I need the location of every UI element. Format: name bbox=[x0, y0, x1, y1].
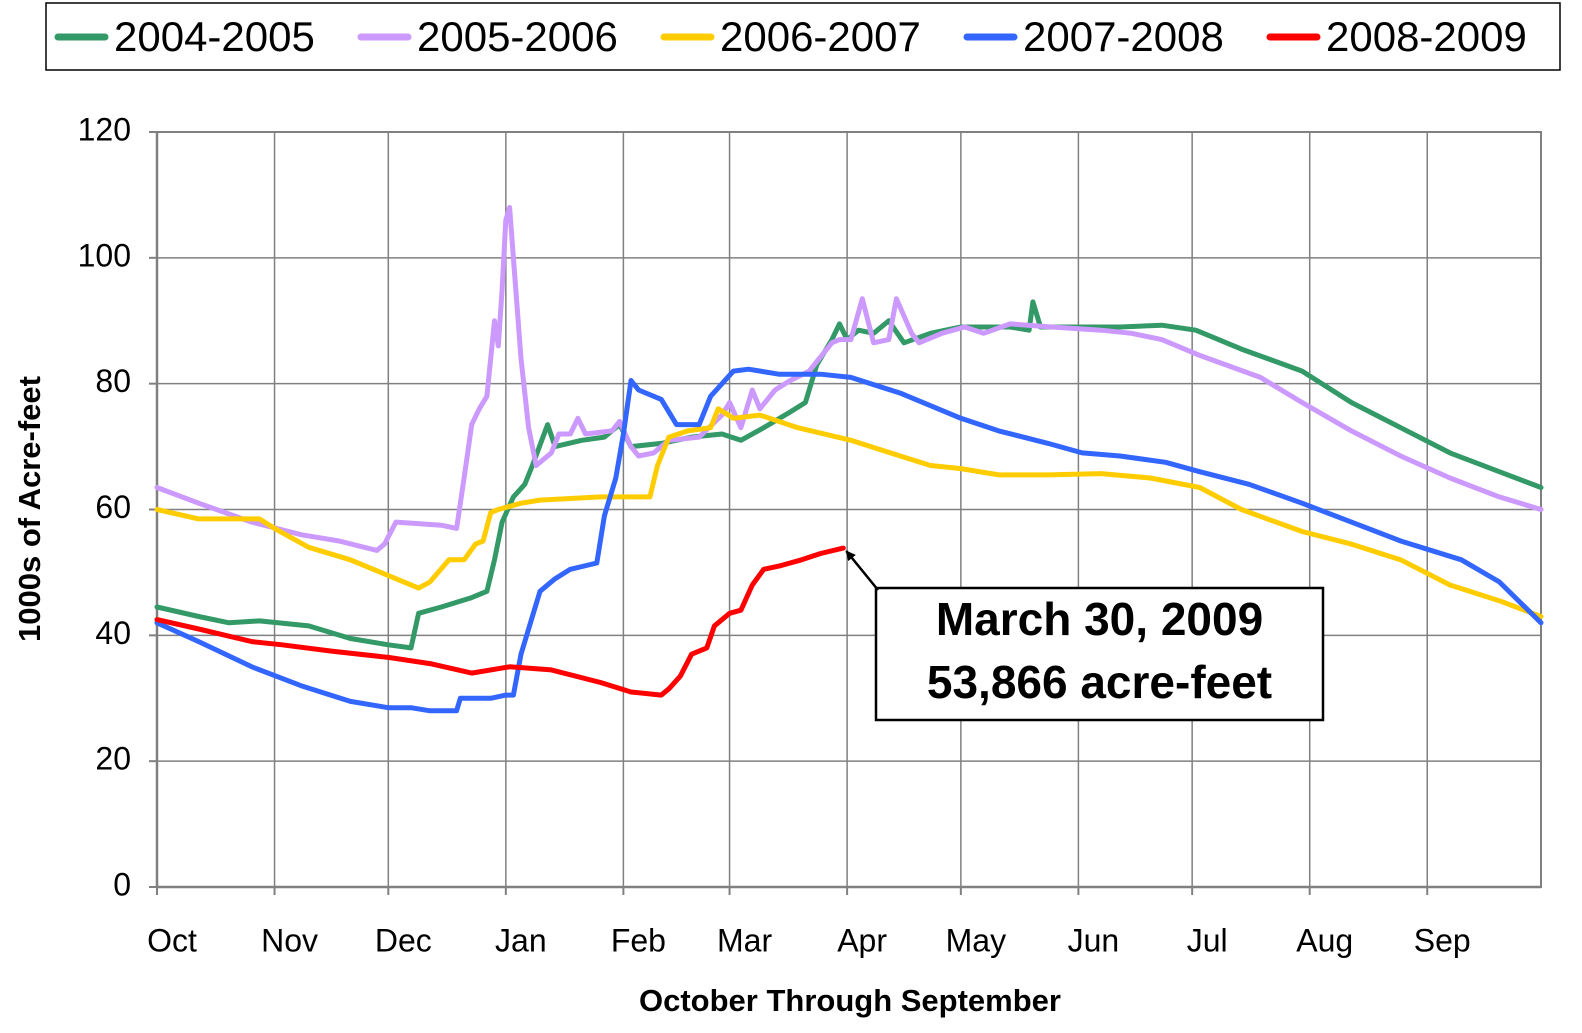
x-tick-label: Feb bbox=[611, 922, 666, 958]
series-line bbox=[154, 545, 846, 698]
x-tick-label: Jul bbox=[1187, 922, 1228, 958]
legend-label: 2008-2009 bbox=[1326, 13, 1527, 60]
legend-label: 2007-2008 bbox=[1023, 13, 1224, 60]
legend-label: 2004-2005 bbox=[114, 13, 315, 60]
y-tick-label: 80 bbox=[95, 363, 131, 399]
x-tick-label: May bbox=[946, 922, 1006, 958]
x-axis-title: October Through September bbox=[639, 983, 1061, 1018]
y-tick-label: 40 bbox=[95, 615, 131, 651]
x-tick-label: Oct bbox=[147, 922, 197, 958]
series-line bbox=[154, 299, 1544, 651]
series-line bbox=[154, 205, 1544, 553]
y-tick-label: 100 bbox=[78, 237, 131, 273]
legend-label: 2006-2007 bbox=[720, 13, 921, 60]
annotation-text: 53,866 acre-feet bbox=[927, 656, 1272, 708]
series-line bbox=[154, 406, 1544, 619]
annotation-arrow bbox=[845, 550, 879, 591]
legend-label: 2005-2006 bbox=[417, 13, 618, 60]
y-tick-label: 120 bbox=[78, 111, 131, 147]
x-tick-label: Dec bbox=[375, 922, 432, 958]
x-tick-label: Jan bbox=[495, 922, 547, 958]
y-tick-label: 20 bbox=[95, 741, 131, 777]
annotation-text: March 30, 2009 bbox=[936, 593, 1263, 645]
series-line bbox=[154, 366, 1544, 714]
x-tick-label: Apr bbox=[837, 922, 887, 958]
y-tick-label: 0 bbox=[113, 866, 131, 902]
y-tick-label: 60 bbox=[95, 489, 131, 525]
y-axis-title: 1000s of Acre-feet bbox=[12, 376, 47, 642]
x-tick-label: Jun bbox=[1068, 922, 1120, 958]
x-tick-label: Aug bbox=[1296, 922, 1353, 958]
annotation-box bbox=[874, 586, 1325, 722]
x-tick-label: Sep bbox=[1414, 922, 1471, 958]
x-tick-label: Mar bbox=[717, 922, 772, 958]
x-tick-label: Nov bbox=[261, 922, 318, 958]
